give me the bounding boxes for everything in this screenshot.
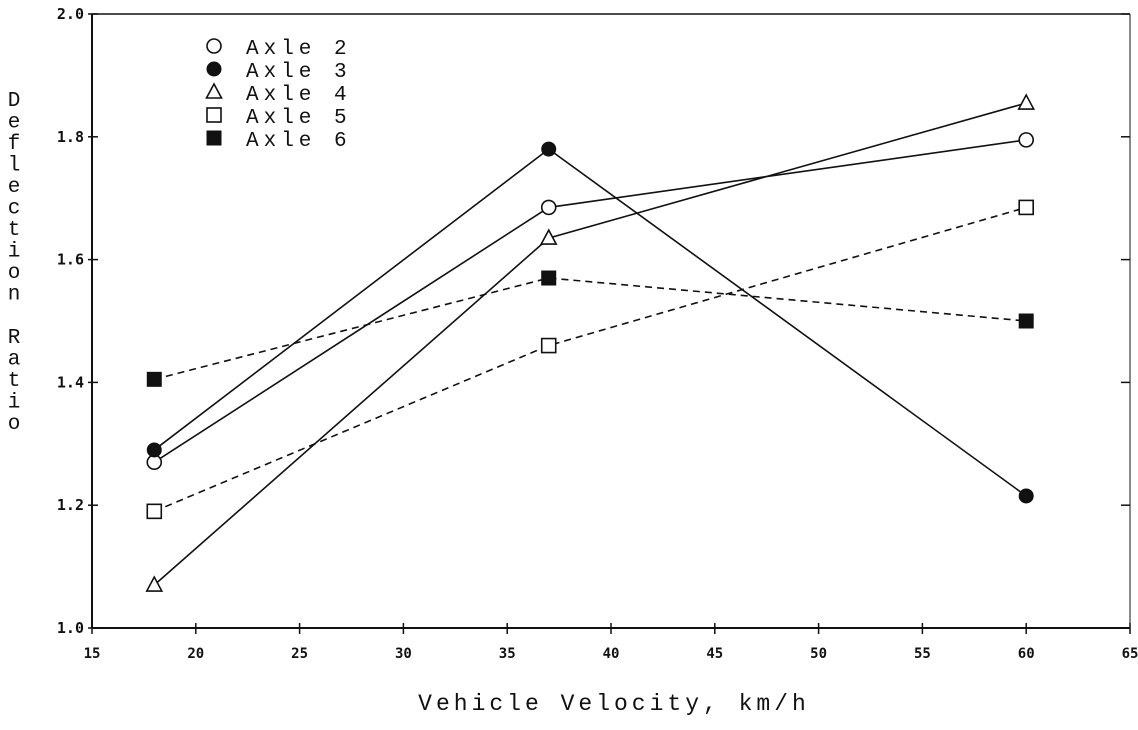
- y-axis-label-char: i: [8, 241, 21, 264]
- x-axis-ticks: 15 20 25 30 35 40 45 50 55 60 65: [84, 623, 1138, 662]
- y-axis-label-char: c: [8, 198, 21, 221]
- y-axis-label-char: t: [8, 370, 21, 393]
- data-point: [145, 575, 164, 592]
- x-tick-label: 20: [187, 646, 204, 662]
- y-axis-label-char: D: [8, 90, 21, 113]
- y-axis-label-char: i: [8, 392, 21, 415]
- y-axis-label-char: R: [8, 327, 21, 350]
- series-line-1: [153, 139, 1027, 463]
- legend-label: Axle 2: [246, 38, 352, 61]
- data-point: [1018, 313, 1034, 329]
- data-point: [1018, 132, 1034, 148]
- legend-label: Axle 3: [246, 61, 352, 84]
- data-point: [146, 442, 162, 458]
- y-axis-label-char: o: [8, 262, 21, 285]
- data-point: [541, 270, 557, 286]
- x-tick-label: 15: [84, 646, 101, 662]
- legend-marker: [206, 61, 222, 77]
- y-axis-label-char: e: [8, 112, 21, 135]
- x-tick-label: 50: [810, 646, 827, 662]
- x-tick-label: 25: [291, 646, 308, 662]
- legend-marker: [206, 107, 222, 123]
- y-axis-label-char: e: [8, 176, 21, 199]
- y-tick-label: 1.2: [57, 496, 84, 514]
- data-point: [146, 503, 163, 520]
- y-tick-label: 1.6: [57, 251, 84, 269]
- series-line-5: [154, 277, 1027, 381]
- x-tick-label: 60: [1018, 646, 1035, 662]
- legend-label: Axle 6: [246, 130, 352, 153]
- data-point: [146, 371, 162, 387]
- data-point: [1018, 199, 1035, 216]
- series-line-3: [153, 102, 1027, 586]
- data-point: [539, 228, 558, 245]
- series-markers: [145, 93, 1036, 592]
- x-tick-label: 35: [499, 646, 516, 662]
- data-point: [540, 199, 557, 216]
- y-axis-ticks: 1.0 1.2 1.4 1.6 1.8 2.0: [57, 5, 1130, 637]
- data-point: [1018, 488, 1034, 504]
- legend-marker: [206, 38, 222, 54]
- y-tick-label: 2.0: [57, 5, 84, 23]
- y-axis-label-char: t: [8, 219, 21, 242]
- data-point: [1017, 93, 1036, 110]
- y-axis-label-char: f: [8, 133, 21, 156]
- x-tick-label: 65: [1122, 646, 1138, 662]
- series-line-4: [153, 206, 1027, 513]
- x-tick-label: 40: [603, 646, 620, 662]
- y-axis-label-char: o: [8, 413, 21, 436]
- legend-label: Axle 4: [246, 84, 352, 107]
- y-tick-label: 1.4: [57, 373, 84, 391]
- series-lines: [153, 102, 1027, 586]
- y-tick-label: 1.0: [57, 619, 84, 637]
- x-axis-label: Vehicle Velocity, km/h: [418, 691, 810, 717]
- legend-label: Axle 5: [246, 107, 352, 130]
- x-tick-label: 55: [914, 646, 931, 662]
- y-axis-label-char: a: [8, 349, 21, 372]
- y-axis-label-char: n: [8, 284, 21, 307]
- y-axis-label-char: l: [8, 155, 21, 178]
- data-point: [541, 141, 557, 157]
- legend-marker: [205, 82, 223, 99]
- x-tick-label: 30: [395, 646, 412, 662]
- x-tick-label: 45: [706, 646, 723, 662]
- data-point: [540, 337, 557, 354]
- legend-marker: [206, 130, 222, 146]
- plot-frame: [91, 13, 1131, 629]
- y-tick-label: 1.8: [57, 128, 84, 146]
